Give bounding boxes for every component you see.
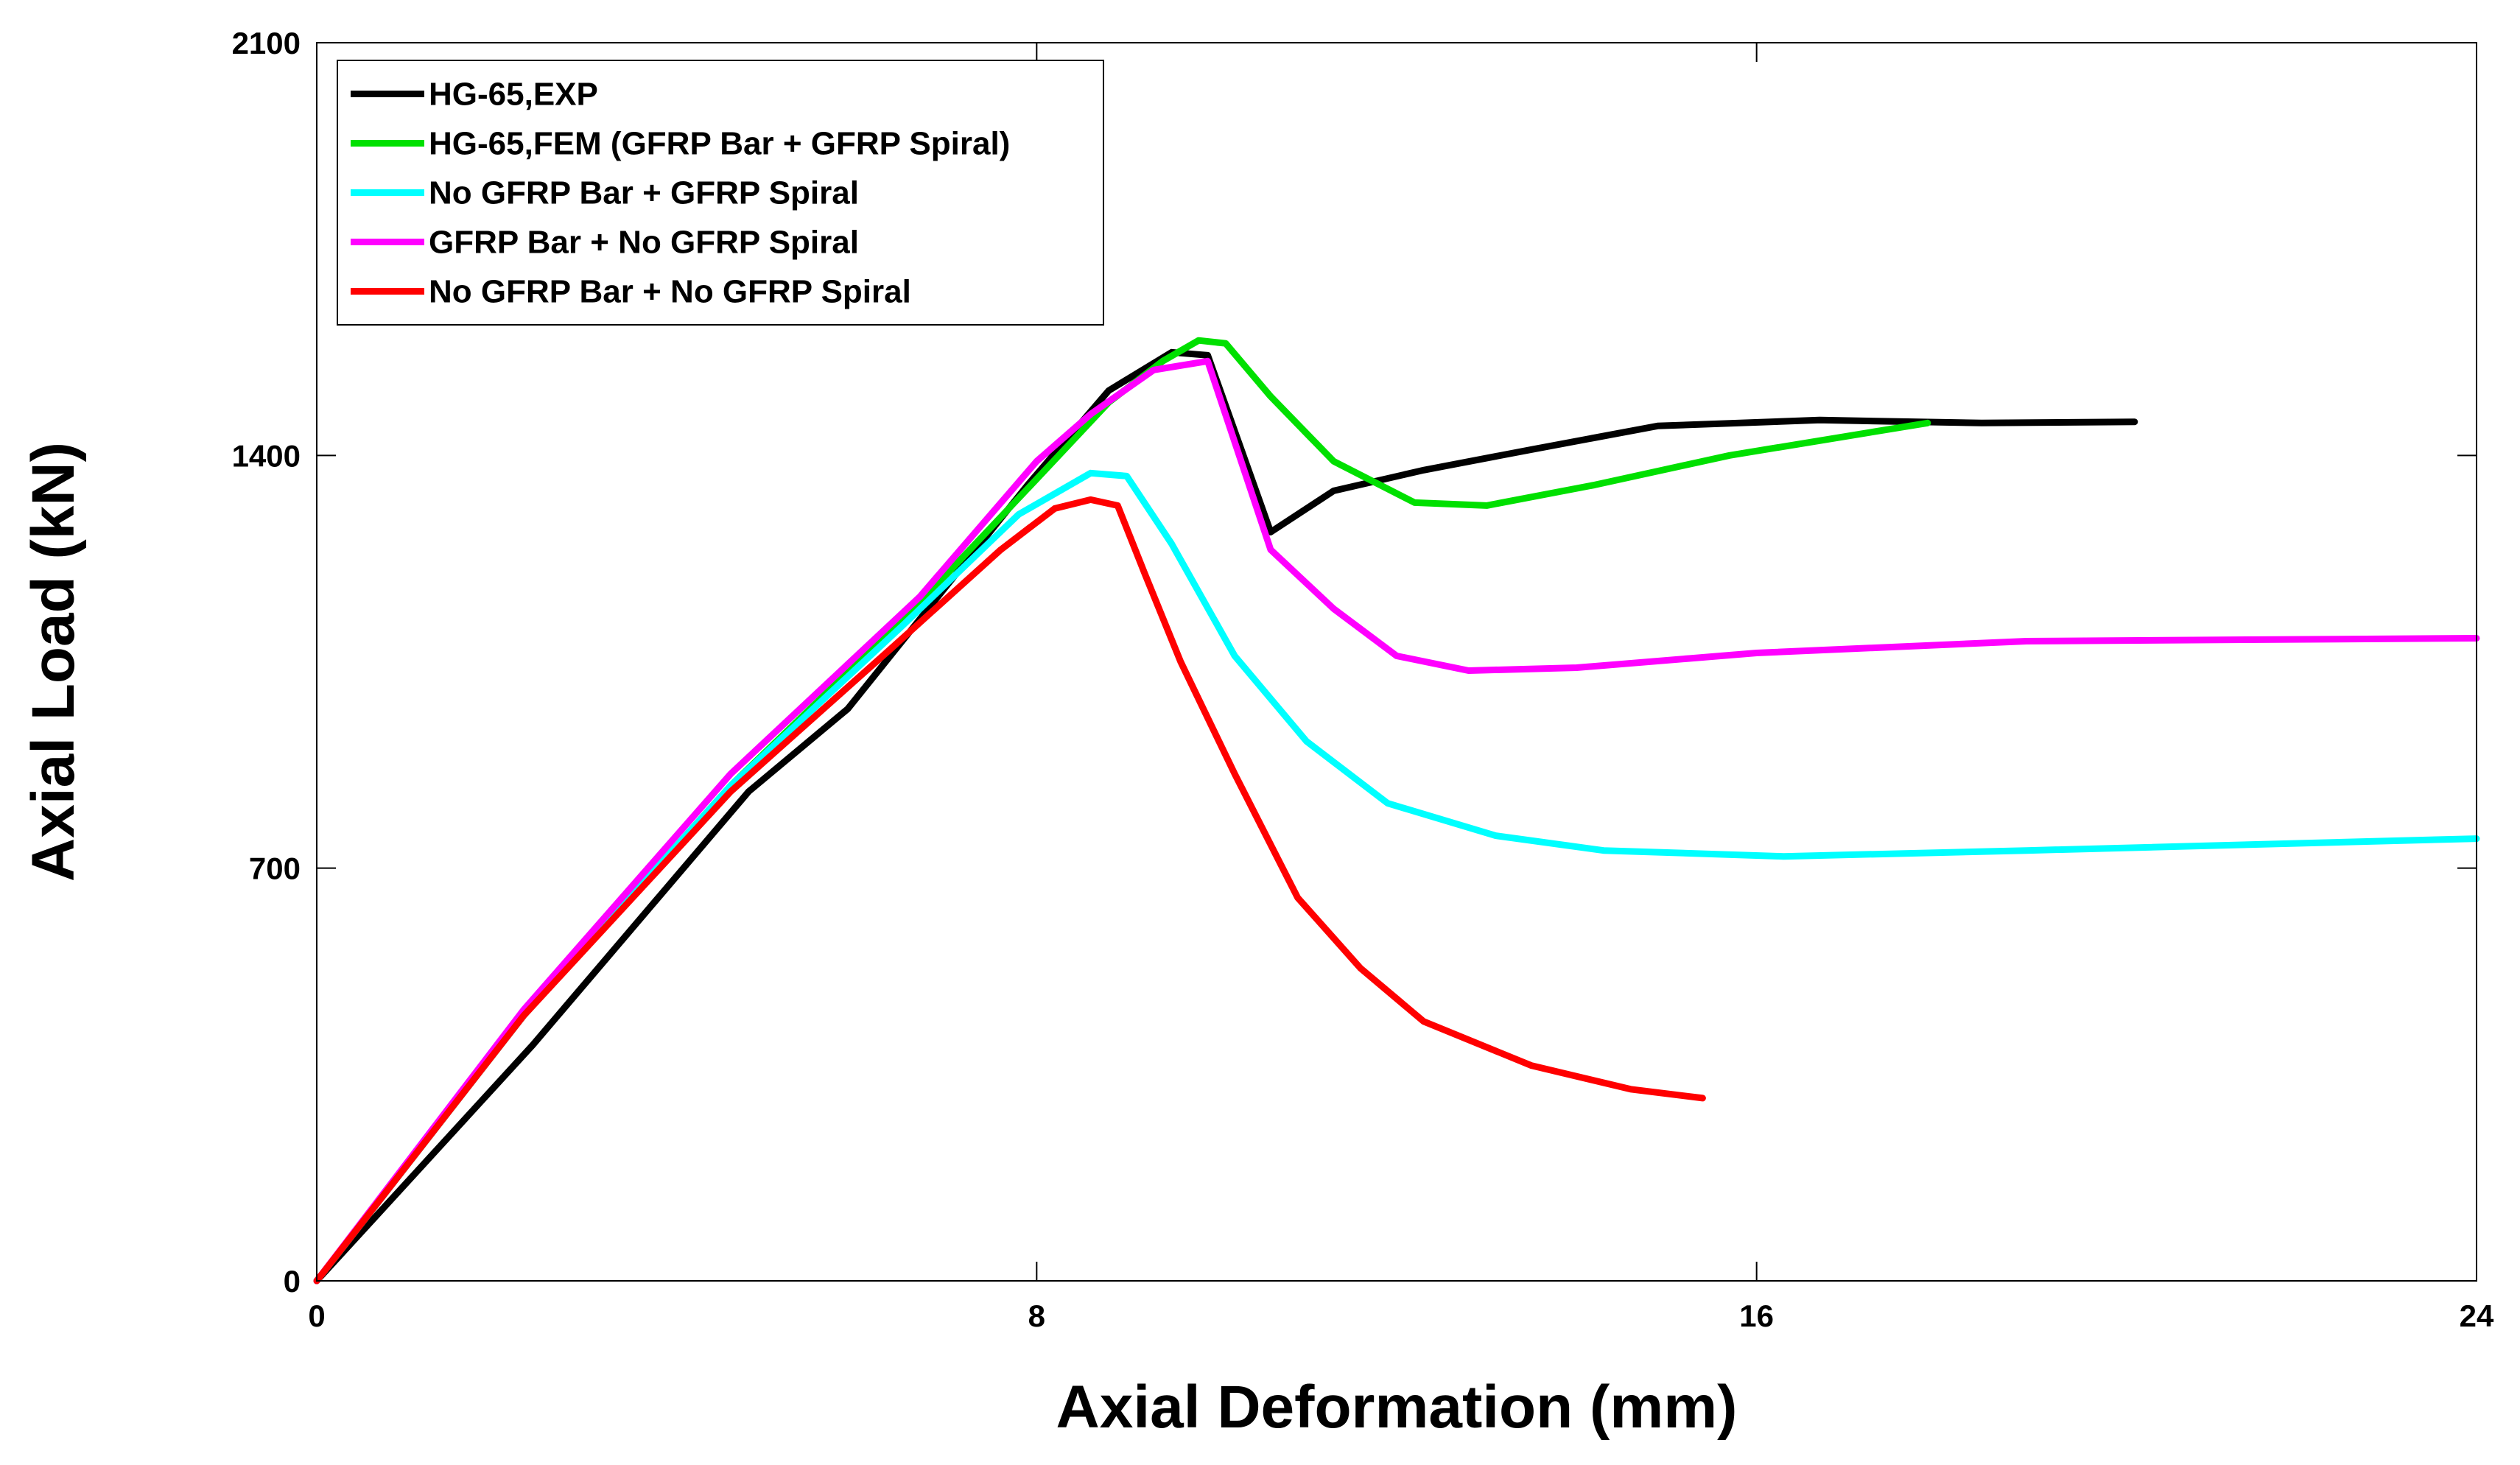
- y-axis-title: Axial Load (kN): [20, 442, 87, 882]
- legend: HG-65,EXP HG-65,FEM (GFRP Bar + GFRP Spir…: [337, 60, 1104, 326]
- series-line-1: [313, 348, 2138, 1285]
- legend-label-1: HG-65,EXP: [429, 77, 598, 113]
- legend-label-3: No GFRP Bar + GFRP Spiral: [429, 175, 859, 211]
- series-line-3: [313, 469, 2480, 1285]
- legend-label-4: GFRP Bar + No GFRP Spiral: [429, 225, 859, 261]
- y-tick-label: 700: [249, 851, 301, 886]
- series-line-4: [313, 357, 2480, 1285]
- x-axis-title: Axial Deformation (mm): [1056, 1374, 1738, 1441]
- legend-label-2: HG-65,FEM (GFRP Bar + GFRP Spiral): [429, 126, 1010, 162]
- legend-box: [337, 60, 1104, 326]
- plot-area-frame: [316, 42, 2477, 1282]
- y-tick-label: 0: [284, 1264, 301, 1299]
- x-tick-label: 24: [2460, 1299, 2494, 1333]
- x-tick-label: 0: [308, 1299, 325, 1333]
- x-tick-label: 16: [1739, 1299, 1774, 1333]
- x-tick-label: 8: [1028, 1299, 1045, 1333]
- y-tick-label: 2100: [232, 26, 301, 60]
- series-layer: [313, 337, 2480, 1285]
- series-line-5: [313, 496, 1706, 1285]
- legend-label-5: No GFRP Bar + No GFRP Spiral: [429, 274, 911, 310]
- y-tick-label: 1400: [232, 438, 301, 473]
- tick-layer: 0 8 16 24 0 700 1400 2100: [232, 26, 2494, 1333]
